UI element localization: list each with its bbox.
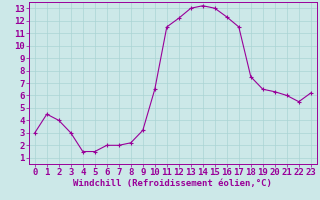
X-axis label: Windchill (Refroidissement éolien,°C): Windchill (Refroidissement éolien,°C)	[73, 179, 272, 188]
